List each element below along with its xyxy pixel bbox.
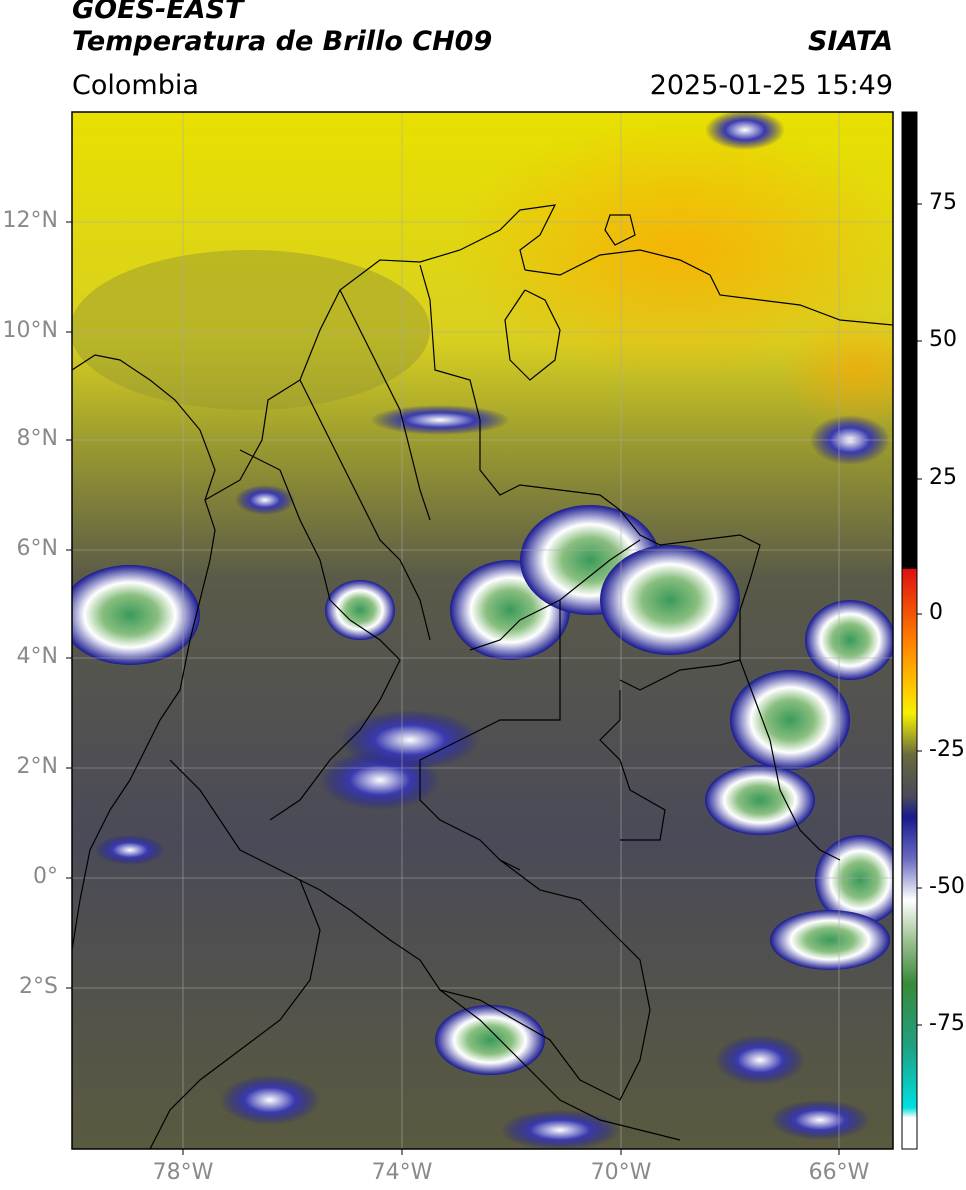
map-frame — [71, 111, 894, 1150]
lat-tick-0: 0° — [33, 864, 58, 889]
satellite-image — [72, 112, 893, 1149]
lon-tick-78w: 78°W — [152, 1160, 214, 1185]
lat-tick-8n: 8°N — [16, 426, 58, 451]
title-datetime: 2025-01-25 15:49 — [649, 70, 893, 101]
lon-tick-70w: 70°W — [590, 1160, 652, 1185]
colorbar-tick-50: 50 — [929, 327, 957, 352]
lon-tick-66w: 66°W — [808, 1160, 870, 1185]
lat-tick-2n: 2°N — [16, 754, 58, 779]
title-satellite: GOES-EAST — [72, 0, 244, 25]
colorbar — [901, 111, 918, 1150]
title-product: Temperatura de Brillo CH09 — [72, 26, 493, 57]
country-borders — [72, 204, 893, 1149]
title-region: Colombia — [72, 70, 199, 101]
lat-tick-2s: 2°S — [19, 974, 58, 999]
colorbar-tick-25: 25 — [929, 465, 957, 490]
colorbar-tick-75: 75 — [929, 190, 957, 215]
title-agency: SIATA — [807, 26, 893, 57]
lon-tick-74w: 74°W — [371, 1160, 433, 1185]
lat-tick-12n: 12°N — [2, 208, 58, 233]
colorbar-tick-neg75: -75 — [929, 1011, 965, 1036]
lat-tick-6n: 6°N — [16, 536, 58, 561]
lat-tick-4n: 4°N — [16, 644, 58, 669]
colorbar-tick-neg25: -25 — [929, 737, 965, 762]
colorbar-tick-0: 0 — [929, 600, 943, 625]
lat-tick-10n: 10°N — [2, 318, 58, 343]
colorbar-tick-neg50: -50 — [929, 874, 965, 899]
